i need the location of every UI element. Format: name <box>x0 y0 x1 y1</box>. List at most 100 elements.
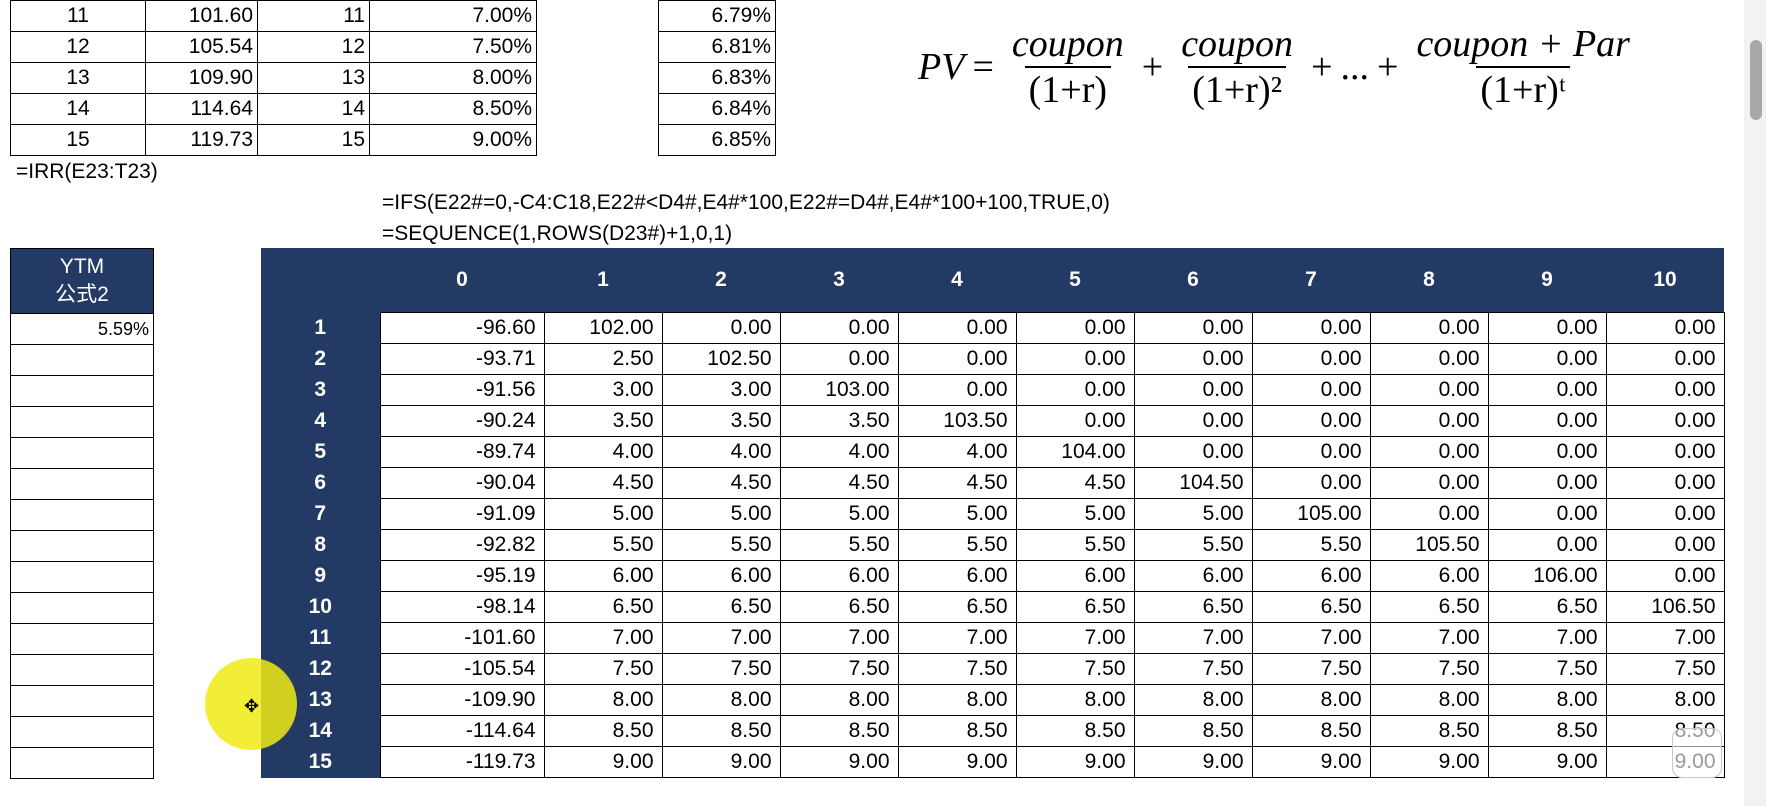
matrix-cell[interactable]: 7.00 <box>1251 622 1371 654</box>
matrix-cell[interactable]: -91.09 <box>379 498 545 530</box>
ytm2-cell[interactable] <box>10 747 154 779</box>
matrix-cell[interactable]: 7.50 <box>897 653 1017 685</box>
matrix-cell[interactable]: 7.50 <box>1605 653 1725 685</box>
matrix-cell[interactable]: 0.00 <box>1015 374 1135 406</box>
matrix-cell[interactable]: 6.00 <box>1015 560 1135 592</box>
matrix-cell[interactable]: 5.00 <box>543 498 663 530</box>
vertical-scrollbar[interactable] <box>1744 0 1766 806</box>
scrollbar-thumb[interactable] <box>1750 40 1762 120</box>
matrix-cell[interactable]: 0.00 <box>1369 312 1489 344</box>
matrix-cell[interactable]: 4.50 <box>779 467 899 499</box>
matrix-cell[interactable]: 7.00 <box>1369 622 1489 654</box>
matrix-cell[interactable]: 9.00 <box>543 746 663 778</box>
matrix-cell[interactable]: 0.00 <box>1487 498 1607 530</box>
matrix-cell[interactable]: 0.00 <box>1605 343 1725 375</box>
matrix-cell[interactable]: 6.00 <box>779 560 899 592</box>
matrix-cell[interactable]: 8.00 <box>1015 684 1135 716</box>
matrix-cell[interactable]: 8.00 <box>1251 684 1371 716</box>
matrix-cell[interactable]: -96.60 <box>379 312 545 344</box>
matrix-cell[interactable]: 0.00 <box>897 374 1017 406</box>
matrix-cell[interactable]: 0.00 <box>1251 467 1371 499</box>
matrix-cell[interactable]: 9.00 <box>1369 746 1489 778</box>
matrix-cell[interactable]: 8.00 <box>1369 684 1489 716</box>
matrix-cell[interactable]: 6.00 <box>1133 560 1253 592</box>
matrix-cell[interactable]: 7.50 <box>543 653 663 685</box>
ytm-value-cell[interactable]: 6.83% <box>658 62 776 94</box>
matrix-cell[interactable]: 103.50 <box>897 405 1017 437</box>
matrix-cell[interactable]: 0.00 <box>1133 374 1253 406</box>
matrix-cell[interactable]: 5.50 <box>897 529 1017 561</box>
top-table-cell[interactable]: 109.90 <box>145 62 258 94</box>
matrix-cell[interactable]: 3.00 <box>661 374 781 406</box>
screen-tool-icon[interactable] <box>1672 728 1722 778</box>
matrix-cell[interactable]: 7.00 <box>1605 622 1725 654</box>
ytm2-cell[interactable] <box>10 375 154 407</box>
matrix-cell[interactable]: 8.00 <box>661 684 781 716</box>
top-table-cell[interactable]: 12 <box>10 31 146 63</box>
matrix-cell[interactable]: 0.00 <box>1605 374 1725 406</box>
matrix-cell[interactable]: -93.71 <box>379 343 545 375</box>
ytm2-cell[interactable]: 5.59% <box>10 313 154 345</box>
matrix-cell[interactable]: 7.00 <box>1487 622 1607 654</box>
matrix-cell[interactable]: 9.00 <box>897 746 1017 778</box>
matrix-cell[interactable]: 0.00 <box>1605 405 1725 437</box>
top-table-cell[interactable]: 14 <box>10 93 146 125</box>
matrix-cell[interactable]: 9.00 <box>661 746 781 778</box>
matrix-cell[interactable]: 8.50 <box>1487 715 1607 747</box>
matrix-cell[interactable]: 6.50 <box>1487 591 1607 623</box>
matrix-cell[interactable]: 6.50 <box>1251 591 1371 623</box>
matrix-cell[interactable]: 9.00 <box>1015 746 1135 778</box>
matrix-cell[interactable]: 0.00 <box>1133 405 1253 437</box>
top-table-cell[interactable]: 13 <box>10 62 146 94</box>
top-table-cell[interactable]: 11 <box>10 0 146 32</box>
matrix-cell[interactable]: 0.00 <box>1487 529 1607 561</box>
matrix-cell[interactable]: 6.50 <box>1369 591 1489 623</box>
matrix-cell[interactable]: -105.54 <box>379 653 545 685</box>
ytm2-cell[interactable] <box>10 344 154 376</box>
matrix-cell[interactable]: 4.50 <box>1015 467 1135 499</box>
top-table-cell[interactable]: 8.00% <box>369 62 537 94</box>
matrix-cell[interactable]: 0.00 <box>1605 467 1725 499</box>
matrix-cell[interactable]: 7.50 <box>1369 653 1489 685</box>
matrix-cell[interactable]: 9.00 <box>1487 746 1607 778</box>
ytm2-cell[interactable] <box>10 685 154 717</box>
ytm-value-cell[interactable]: 6.85% <box>658 124 776 156</box>
top-table-cell[interactable]: 9.00% <box>369 124 537 156</box>
matrix-cell[interactable]: 4.50 <box>543 467 663 499</box>
ytm2-cell[interactable] <box>10 499 154 531</box>
matrix-cell[interactable]: 0.00 <box>1251 343 1371 375</box>
top-table-cell[interactable]: 8.50% <box>369 93 537 125</box>
ytm2-cell[interactable] <box>10 623 154 655</box>
matrix-cell[interactable]: 9.00 <box>779 746 899 778</box>
matrix-cell[interactable]: 103.00 <box>779 374 899 406</box>
matrix-cell[interactable]: 5.50 <box>1251 529 1371 561</box>
matrix-cell[interactable]: 106.00 <box>1487 560 1607 592</box>
matrix-cell[interactable]: 5.00 <box>1015 498 1135 530</box>
matrix-cell[interactable]: 6.50 <box>661 591 781 623</box>
matrix-cell[interactable]: -119.73 <box>379 746 545 778</box>
top-table-cell[interactable]: 101.60 <box>145 0 258 32</box>
top-table-cell[interactable]: 15 <box>257 124 370 156</box>
matrix-cell[interactable]: 7.50 <box>661 653 781 685</box>
matrix-cell[interactable]: 8.50 <box>543 715 663 747</box>
matrix-cell[interactable]: 5.50 <box>779 529 899 561</box>
matrix-cell[interactable]: 4.50 <box>661 467 781 499</box>
matrix-cell[interactable]: 3.50 <box>661 405 781 437</box>
top-table-cell[interactable]: 14 <box>257 93 370 125</box>
top-table-cell[interactable]: 11 <box>257 0 370 32</box>
matrix-cell[interactable]: 8.50 <box>1369 715 1489 747</box>
matrix-cell[interactable]: 0.00 <box>1015 405 1135 437</box>
ytm2-cell[interactable] <box>10 437 154 469</box>
matrix-cell[interactable]: 0.00 <box>897 312 1017 344</box>
matrix-cell[interactable]: 0.00 <box>1369 374 1489 406</box>
matrix-cell[interactable]: 0.00 <box>1133 312 1253 344</box>
matrix-cell[interactable]: 9.00 <box>1251 746 1371 778</box>
matrix-cell[interactable]: 104.00 <box>1015 436 1135 468</box>
matrix-cell[interactable]: 106.50 <box>1605 591 1725 623</box>
matrix-cell[interactable]: 0.00 <box>1369 498 1489 530</box>
matrix-cell[interactable]: 5.50 <box>1133 529 1253 561</box>
ytm-value-cell[interactable]: 6.84% <box>658 93 776 125</box>
matrix-cell[interactable]: 0.00 <box>1251 374 1371 406</box>
ytm2-cell[interactable] <box>10 530 154 562</box>
matrix-cell[interactable]: 5.00 <box>897 498 1017 530</box>
